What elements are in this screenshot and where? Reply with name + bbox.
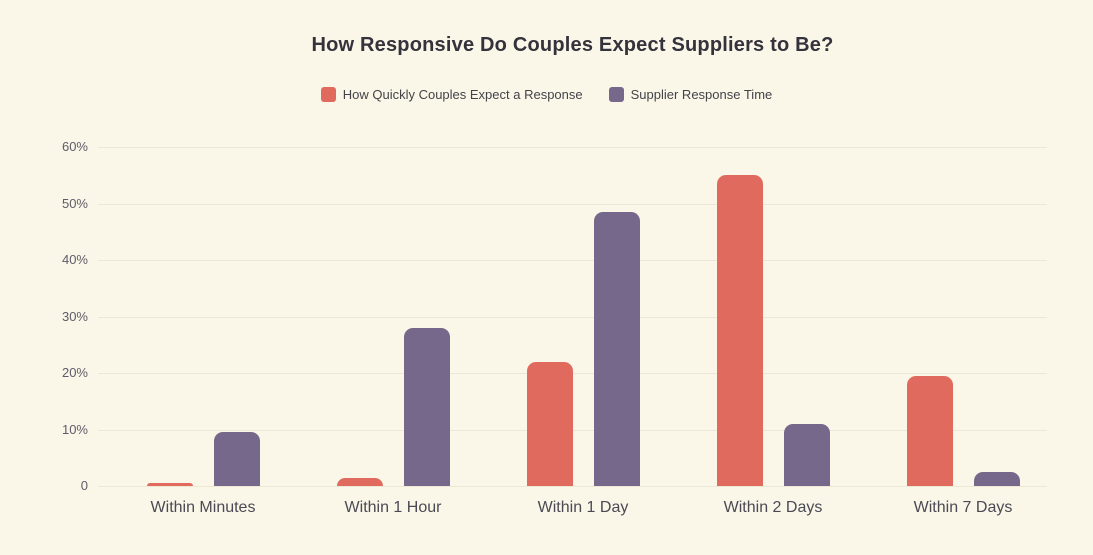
y-axis-tick-label: 60% [61, 139, 88, 154]
x-axis-category-label: Within 1 Hour [344, 499, 442, 516]
gridline [98, 430, 1047, 431]
y-axis-tick-label: 40% [61, 252, 88, 267]
y-axis-tick-label: 50% [61, 196, 88, 211]
bar-supplier-response [593, 212, 640, 486]
x-axis-category-label: Within Minutes [150, 499, 256, 516]
bar-couples-expectation [526, 362, 573, 486]
legend-item: How Quickly Couples Expect a Response [320, 87, 583, 102]
gridline [98, 260, 1047, 261]
legend-label: How Quickly Couples Expect a Response [342, 87, 583, 102]
bar-group [868, 147, 1058, 486]
bar-couples-expectation [146, 483, 193, 486]
bar-supplier-response [403, 328, 450, 486]
gridline [98, 317, 1047, 318]
bar-couples-expectation [336, 478, 383, 486]
bar-group [678, 147, 868, 486]
y-axis-tick-label: 30% [61, 309, 88, 324]
legend-swatch-icon [608, 87, 624, 102]
y-axis-tick-label: 10% [61, 422, 88, 437]
gridline [98, 373, 1047, 374]
legend-label: Supplier Response Time [630, 87, 773, 102]
bar-supplier-response [973, 472, 1020, 486]
legend-swatch-icon [320, 87, 336, 102]
bar-group [108, 147, 298, 486]
bar-group [488, 147, 678, 486]
legend: How Quickly Couples Expect a Response Sup… [0, 87, 1093, 102]
legend-item: Supplier Response Time [608, 87, 773, 102]
plot-area: 60% 50% 40% 30% 20% 10% 0 Within Minutes Within … [62, 139, 1047, 516]
y-axis-tick-label: 20% [61, 365, 88, 380]
chart-title: How Responsive Do Couples Expect Supplie… [311, 34, 834, 56]
x-axis-category-label: Within 7 Days [913, 499, 1013, 516]
y-axis-tick-label: 0 [80, 478, 88, 493]
bar-supplier-response [213, 432, 260, 486]
gridline [98, 486, 1047, 487]
gridline [98, 147, 1047, 148]
bar-supplier-response [783, 424, 830, 486]
x-axis-category-label: Within 1 Day [537, 499, 629, 516]
bar-couples-expectation [716, 175, 763, 486]
bar-group [298, 147, 488, 486]
gridline [98, 204, 1047, 205]
bar-couples-expectation [906, 376, 953, 486]
x-axis-category-label: Within 2 Days [723, 499, 823, 516]
